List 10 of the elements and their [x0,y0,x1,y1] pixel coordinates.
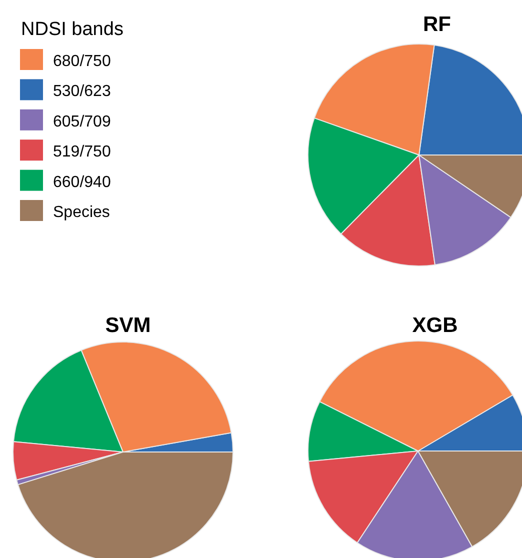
legend-label: 680/750 [53,53,111,70]
chart-title: XGB [412,314,458,337]
legend-label: 605/709 [53,113,111,130]
legend-label: 530/623 [53,83,111,100]
legend-label: Species [53,204,110,221]
legend-label: 519/750 [53,144,111,161]
chart-title: SVM [105,314,151,337]
legend-label: 660/940 [53,174,111,191]
legend-title: NDSI bands [21,19,124,40]
chart-title: RF [423,13,452,36]
